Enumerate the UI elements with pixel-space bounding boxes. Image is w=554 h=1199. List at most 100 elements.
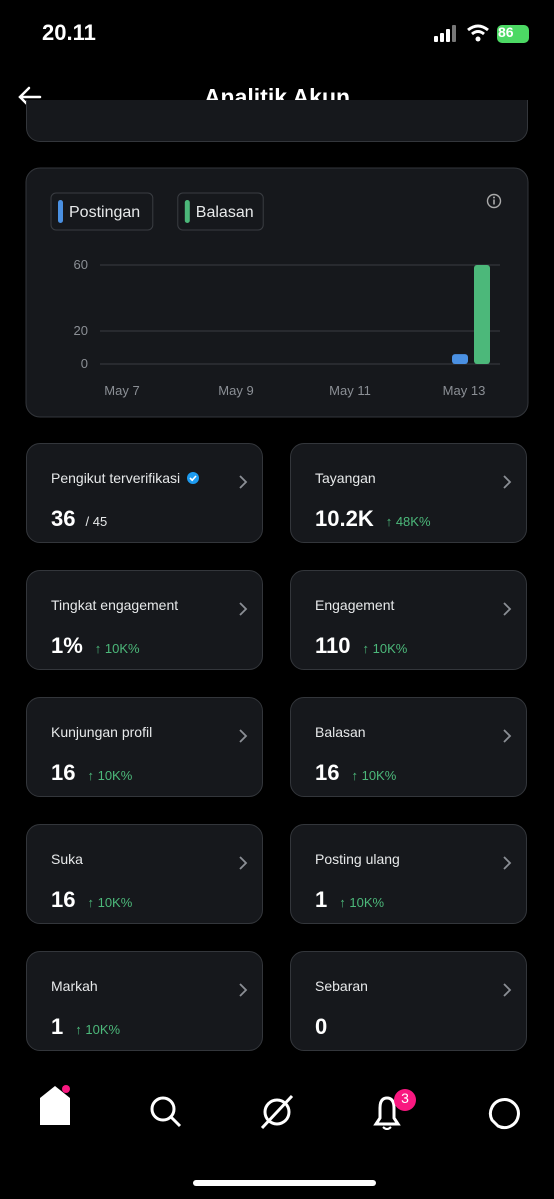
metric-card[interactable]: Kunjungan profil 16 ↑ 10K% bbox=[26, 697, 263, 797]
metric-card[interactable]: Tayangan 10.2K ↑ 48K% bbox=[290, 443, 527, 543]
metric-label: Sebaran bbox=[315, 978, 368, 994]
metric-value-text: 16 bbox=[51, 760, 76, 785]
chevron bbox=[503, 983, 512, 997]
battery-level: 86 bbox=[498, 24, 514, 40]
chart: 0 20 60 Postingan Balasan May 7 May 9 May 11 May… bbox=[25, 167, 529, 418]
metric-label-text: Suka bbox=[51, 851, 83, 867]
metric-value: 16 ↑ 10K% bbox=[315, 760, 396, 786]
x-tick-label: May 11 bbox=[329, 383, 371, 398]
metric-label: Engagement bbox=[315, 597, 394, 613]
info-icon[interactable] bbox=[486, 193, 502, 209]
metric-value-text: 110 bbox=[315, 633, 351, 658]
info-icon-dot bbox=[493, 196, 495, 199]
metric-value-text: 36 bbox=[51, 506, 76, 531]
bar bbox=[452, 354, 468, 364]
y-tick-label: 20 bbox=[74, 323, 88, 338]
metric-card[interactable]: Balasan 16 ↑ 10K% bbox=[290, 697, 527, 797]
chevron bbox=[239, 983, 248, 997]
chevron bbox=[239, 475, 248, 489]
messages-icon[interactable] bbox=[488, 1098, 520, 1130]
verified-badge bbox=[187, 472, 200, 484]
metric-value: 36 / 45 bbox=[51, 506, 107, 532]
metric-card[interactable]: Markah 1 ↑ 10K% bbox=[26, 951, 263, 1051]
status-icons bbox=[434, 24, 529, 43]
chevron bbox=[239, 729, 248, 743]
metric-change: ↑ 10K% bbox=[351, 768, 397, 783]
legend-label: Balasan bbox=[196, 204, 254, 221]
legend-label: Postingan bbox=[69, 204, 140, 221]
badge bbox=[394, 1089, 416, 1111]
metric-label-text: Sebaran bbox=[315, 978, 368, 994]
metric-card[interactable]: Engagement 110 ↑ 10K% bbox=[290, 570, 527, 670]
metric-value: 10.2K ↑ 48K% bbox=[315, 506, 431, 532]
metric-card[interactable]: Posting ulang 1 ↑ 10K% bbox=[290, 824, 527, 924]
metric-change: ↑ 10K% bbox=[87, 768, 133, 783]
metric-label-text: Tingkat engagement bbox=[51, 597, 179, 613]
metric-label: Kunjungan profil bbox=[51, 724, 152, 740]
chevron bbox=[503, 602, 512, 616]
metric-card[interactable]: Pengikut terverifikasi 36 / 45 bbox=[26, 443, 263, 543]
x-tick-label: May 7 bbox=[104, 383, 139, 398]
metric-card[interactable]: Suka 16 ↑ 10K% bbox=[26, 824, 263, 924]
metric-value-text: 1% bbox=[51, 633, 83, 658]
metric-label: Posting ulang bbox=[315, 851, 400, 867]
metric-change: ↑ 48K% bbox=[385, 514, 431, 529]
metric-value: 16 ↑ 10K% bbox=[51, 887, 132, 913]
metric-label: Markah bbox=[51, 978, 98, 994]
metric-value-text: 16 bbox=[315, 760, 340, 785]
y-tick-label: 0 bbox=[81, 356, 88, 371]
notification-badge: 3 bbox=[401, 1090, 409, 1106]
legend-swatch bbox=[184, 200, 190, 223]
grok-icon[interactable] bbox=[260, 1094, 294, 1130]
legend-item bbox=[50, 192, 154, 231]
metric-label-text: Tayangan bbox=[315, 470, 376, 486]
home-dot bbox=[62, 1085, 70, 1093]
metric-label-text: Kunjungan profil bbox=[51, 724, 153, 740]
metric-label: Pengikut terverifikasi bbox=[51, 470, 200, 486]
metric-card[interactable]: Sebaran 0 bbox=[290, 951, 527, 1051]
metric-label-text: Posting ulang bbox=[315, 851, 400, 867]
home-indicator bbox=[193, 1180, 376, 1186]
home-icon[interactable] bbox=[40, 1086, 70, 1125]
metric-value: 1 ↑ 10K% bbox=[51, 1014, 120, 1040]
metric-label-text: Pengikut terverifikasi bbox=[51, 470, 181, 486]
metric-value: 0 bbox=[315, 1014, 327, 1040]
metric-label-text: Balasan bbox=[315, 724, 366, 740]
metric-label-text: Markah bbox=[51, 978, 98, 994]
metric-label-text: Engagement bbox=[315, 597, 395, 613]
metric-value: 1% ↑ 10K% bbox=[51, 633, 140, 659]
chart-card bbox=[25, 167, 529, 418]
info-icon-bar bbox=[493, 199, 495, 205]
notifications-icon[interactable] bbox=[373, 1096, 401, 1130]
x-tick-label: May 13 bbox=[443, 383, 486, 398]
metric-label: Tingkat engagement bbox=[51, 597, 178, 613]
search-icon[interactable] bbox=[150, 1096, 182, 1128]
metric-label: Tayangan bbox=[315, 470, 376, 486]
bar bbox=[474, 265, 490, 364]
status-time: 20.11 bbox=[42, 20, 96, 45]
metric-value-text: 0 bbox=[315, 1014, 328, 1039]
legend-swatch bbox=[58, 200, 63, 223]
metric-value-text: 1 bbox=[51, 1014, 64, 1039]
bottom-nav bbox=[40, 1085, 520, 1186]
metric-change: ↑ 10K% bbox=[75, 1022, 121, 1037]
chevron bbox=[503, 475, 512, 489]
metric-label: Balasan bbox=[315, 724, 366, 740]
metric-value: 16 ↑ 10K% bbox=[51, 760, 132, 786]
metric-value-text: 1 bbox=[315, 887, 328, 912]
metric-value: 1 ↑ 10K% bbox=[315, 887, 384, 913]
metric-value-text: 10.2K bbox=[315, 506, 374, 531]
metric-value: 110 ↑ 10K% bbox=[315, 633, 407, 659]
metric-change: ↑ 10K% bbox=[87, 895, 133, 910]
y-tick-label: 60 bbox=[74, 257, 88, 272]
metric-change: ↑ 10K% bbox=[339, 895, 385, 910]
metric-value-text: 16 bbox=[51, 887, 76, 912]
metric-change: ↑ 10K% bbox=[362, 641, 408, 656]
legend-item bbox=[177, 192, 264, 231]
x-tick-label: May 9 bbox=[218, 383, 253, 398]
previous-card bbox=[26, 100, 528, 142]
metric-card[interactable]: Tingkat engagement 1% ↑ 10K% bbox=[26, 570, 263, 670]
chevron bbox=[503, 729, 512, 743]
